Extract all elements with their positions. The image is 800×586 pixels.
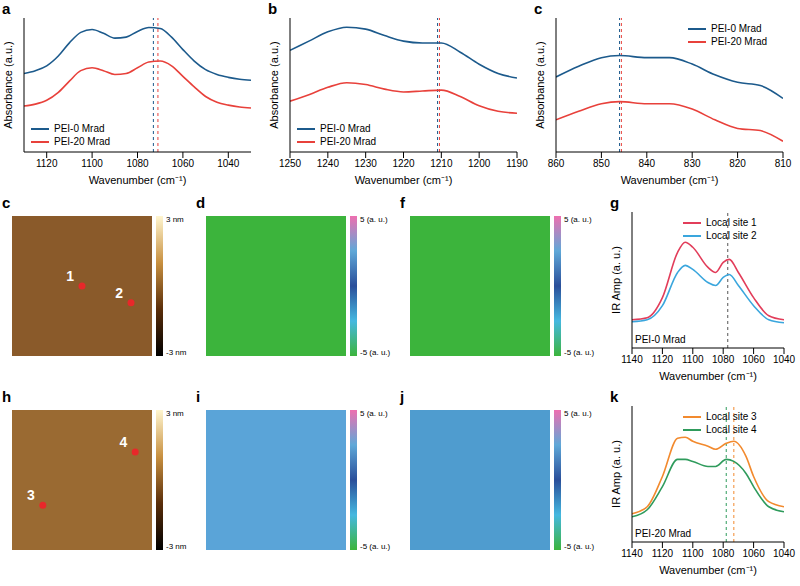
svg-text:Wavenumber (cm⁻¹): Wavenumber (cm⁻¹) xyxy=(659,564,757,576)
html-text:PEI-0 Mrad: PEI-0 Mrad xyxy=(54,123,105,134)
svg-text:-3 nm: -3 nm xyxy=(166,542,187,551)
html-text:c: c xyxy=(2,194,11,211)
html-text:h: h xyxy=(2,388,12,405)
svg-text:Wavenumber (cm⁻¹): Wavenumber (cm⁻¹) xyxy=(355,174,453,186)
svg-text:1040: 1040 xyxy=(773,354,796,365)
svg-text:830: 830 xyxy=(684,158,701,169)
html-text:i: i xyxy=(196,388,201,405)
svg-text:1040: 1040 xyxy=(773,548,796,559)
html-text:b: b xyxy=(268,0,278,17)
svg-text:3 nm: 3 nm xyxy=(166,215,184,224)
svg-text:1120: 1120 xyxy=(652,548,674,559)
html-text:Local site 2: Local site 2 xyxy=(706,230,757,241)
html-text:PEI-20 Mrad: PEI-20 Mrad xyxy=(711,36,768,47)
svg-text:PEI-0 Mrad: PEI-0 Mrad xyxy=(635,334,686,345)
svg-text:IR Amp (a. u.): IR Amp (a. u.) xyxy=(610,246,622,314)
svg-text:1100: 1100 xyxy=(81,158,103,169)
svg-text:5 (a. u.): 5 (a. u.) xyxy=(564,215,592,224)
svg-text:Wavenumber (cm⁻¹): Wavenumber (cm⁻¹) xyxy=(621,174,719,186)
svg-text:1060: 1060 xyxy=(742,354,765,365)
html-text:Local site 1: Local site 1 xyxy=(706,217,757,228)
svg-text:860: 860 xyxy=(548,158,565,169)
svg-text:1060: 1060 xyxy=(742,548,765,559)
html-text:PEI-20 Mrad: PEI-20 Mrad xyxy=(320,136,377,147)
svg-text:-5 (a. u.): -5 (a. u.) xyxy=(360,348,391,357)
html-text:k: k xyxy=(610,388,619,405)
html-text:c: c xyxy=(534,0,543,17)
svg-text:1200: 1200 xyxy=(468,158,491,169)
svg-text:810: 810 xyxy=(775,158,792,169)
svg-text:1080: 1080 xyxy=(126,158,149,169)
svg-text:1120: 1120 xyxy=(652,354,674,365)
svg-text:Absorbance (a.u.): Absorbance (a.u.) xyxy=(534,41,546,128)
svg-text:5 (a. u.): 5 (a. u.) xyxy=(564,409,592,418)
svg-text:1240: 1240 xyxy=(317,158,340,169)
svg-text:1220: 1220 xyxy=(392,158,415,169)
svg-text:1140: 1140 xyxy=(621,354,643,365)
svg-text:5 (a. u.): 5 (a. u.) xyxy=(360,215,388,224)
svg-text:1: 1 xyxy=(66,268,74,284)
svg-text:PEI-20 Mrad: PEI-20 Mrad xyxy=(635,528,691,539)
svg-text:-5 (a. u.): -5 (a. u.) xyxy=(564,542,595,551)
html-text:a: a xyxy=(2,0,11,17)
svg-text:IR Amp (a. u.): IR Amp (a. u.) xyxy=(610,440,622,508)
html-text:d: d xyxy=(196,194,206,211)
svg-text:840: 840 xyxy=(638,158,655,169)
svg-text:1100: 1100 xyxy=(682,548,704,559)
svg-text:Wavenumber (cm⁻¹): Wavenumber (cm⁻¹) xyxy=(659,370,757,382)
svg-text:1210: 1210 xyxy=(430,158,453,169)
html-text:PEI-0 Mrad: PEI-0 Mrad xyxy=(320,123,371,134)
svg-text:850: 850 xyxy=(593,158,610,169)
svg-text:1230: 1230 xyxy=(355,158,378,169)
svg-text:1080: 1080 xyxy=(712,354,735,365)
svg-text:4: 4 xyxy=(119,434,127,450)
svg-text:1140: 1140 xyxy=(621,548,643,559)
svg-text:1250: 1250 xyxy=(279,158,302,169)
html-text:Local site 4: Local site 4 xyxy=(706,424,757,435)
svg-text:Absorbance (a.u.): Absorbance (a.u.) xyxy=(2,41,14,128)
svg-text:3 nm: 3 nm xyxy=(166,409,184,418)
html-text:PEI-0 Mrad: PEI-0 Mrad xyxy=(711,23,762,34)
svg-text:1100: 1100 xyxy=(682,354,704,365)
svg-text:1190: 1190 xyxy=(506,158,528,169)
html-text:Local site 3: Local site 3 xyxy=(706,411,757,422)
svg-text:1060: 1060 xyxy=(172,158,195,169)
svg-text:1080: 1080 xyxy=(712,548,735,559)
svg-text:-5 (a. u.): -5 (a. u.) xyxy=(564,348,595,357)
svg-text:Absorbance (a.u.): Absorbance (a.u.) xyxy=(268,41,280,128)
svg-text:5 (a. u.): 5 (a. u.) xyxy=(360,409,388,418)
svg-text:820: 820 xyxy=(729,158,746,169)
svg-text:1040: 1040 xyxy=(217,158,240,169)
svg-text:1120: 1120 xyxy=(36,158,58,169)
html-text:PEI-20 Mrad: PEI-20 Mrad xyxy=(54,136,111,147)
svg-text:-3 nm: -3 nm xyxy=(166,348,187,357)
html-text:f: f xyxy=(400,194,405,211)
svg-text:Wavenumber (cm⁻¹): Wavenumber (cm⁻¹) xyxy=(89,174,187,186)
svg-text:2: 2 xyxy=(115,285,123,301)
svg-text:3: 3 xyxy=(27,487,35,503)
html-text:j: j xyxy=(400,388,405,405)
svg-text:-5 (a. u.): -5 (a. u.) xyxy=(360,542,391,551)
html-text:g: g xyxy=(610,194,620,211)
